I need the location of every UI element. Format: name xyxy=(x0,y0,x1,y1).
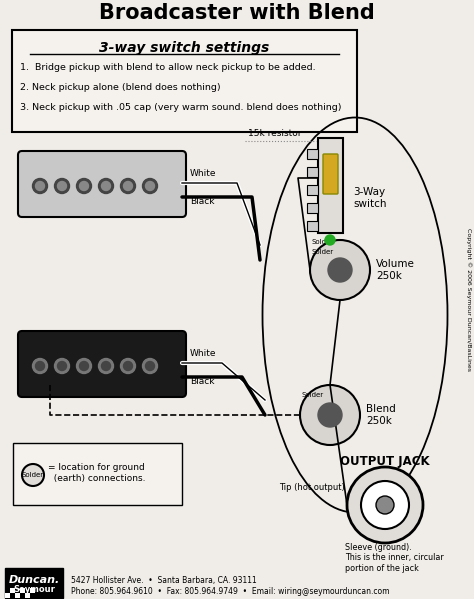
Text: Sleeve (ground).
This is the inner, circular
portion of the jack: Sleeve (ground). This is the inner, circ… xyxy=(345,543,444,573)
Circle shape xyxy=(143,179,157,193)
Text: 3-way switch settings: 3-way switch settings xyxy=(100,41,270,55)
Bar xyxy=(5,568,63,598)
Text: 15k resistor: 15k resistor xyxy=(248,129,301,138)
Text: Solder: Solder xyxy=(22,472,44,478)
Text: Black: Black xyxy=(190,377,215,386)
Bar xyxy=(307,203,318,213)
Text: Blend
250k: Blend 250k xyxy=(366,404,396,426)
Circle shape xyxy=(80,362,89,371)
Circle shape xyxy=(318,403,342,427)
Circle shape xyxy=(57,362,66,371)
Circle shape xyxy=(101,362,110,371)
Bar xyxy=(307,185,318,195)
Text: Copyright © 2006 Seymour Duncan/BasLines: Copyright © 2006 Seymour Duncan/BasLines xyxy=(466,228,472,371)
FancyBboxPatch shape xyxy=(12,30,357,132)
Text: 1.  Bridge pickup with blend to allow neck pickup to be added.: 1. Bridge pickup with blend to allow nec… xyxy=(20,63,316,72)
Circle shape xyxy=(22,464,44,486)
Circle shape xyxy=(36,181,45,190)
Circle shape xyxy=(143,358,157,374)
FancyBboxPatch shape xyxy=(323,154,338,194)
Circle shape xyxy=(361,481,409,529)
Circle shape xyxy=(120,179,136,193)
Text: Volume
250k: Volume 250k xyxy=(376,259,415,281)
Bar xyxy=(15,593,20,598)
Circle shape xyxy=(124,362,133,371)
Circle shape xyxy=(146,181,155,190)
Bar xyxy=(30,588,35,593)
Circle shape xyxy=(76,179,91,193)
Text: White: White xyxy=(190,169,217,178)
Bar xyxy=(307,221,318,231)
Bar xyxy=(307,167,318,177)
Circle shape xyxy=(33,179,47,193)
Bar xyxy=(10,588,15,593)
Circle shape xyxy=(120,358,136,374)
Text: 2. Neck pickup alone (blend does nothing): 2. Neck pickup alone (blend does nothing… xyxy=(20,83,220,92)
Circle shape xyxy=(55,179,70,193)
Bar xyxy=(318,138,343,233)
Text: White: White xyxy=(190,349,217,358)
Circle shape xyxy=(55,358,70,374)
Text: Seymour: Seymour xyxy=(13,585,55,594)
Circle shape xyxy=(33,358,47,374)
Circle shape xyxy=(328,258,352,282)
Circle shape xyxy=(300,385,360,445)
Text: = location for ground
  (earth) connections.: = location for ground (earth) connection… xyxy=(48,463,146,483)
Text: Solder: Solder xyxy=(312,249,334,255)
Bar xyxy=(307,149,318,159)
Text: Black: Black xyxy=(190,197,215,206)
Bar xyxy=(20,588,25,593)
Text: Broadcaster with Blend: Broadcaster with Blend xyxy=(99,3,375,23)
Circle shape xyxy=(57,181,66,190)
FancyBboxPatch shape xyxy=(18,151,186,217)
Circle shape xyxy=(347,467,423,543)
Bar xyxy=(25,593,30,598)
Text: OUTPUT JACK: OUTPUT JACK xyxy=(340,455,430,467)
Text: 3-Way
switch: 3-Way switch xyxy=(353,187,386,209)
Circle shape xyxy=(124,181,133,190)
Circle shape xyxy=(36,362,45,371)
FancyBboxPatch shape xyxy=(18,331,186,397)
FancyBboxPatch shape xyxy=(13,443,182,505)
Circle shape xyxy=(76,358,91,374)
Text: 3. Neck pickup with .05 cap (very warm sound. blend does nothing): 3. Neck pickup with .05 cap (very warm s… xyxy=(20,104,341,113)
Circle shape xyxy=(80,181,89,190)
Circle shape xyxy=(99,179,113,193)
Text: Solder: Solder xyxy=(302,392,324,398)
Bar xyxy=(5,593,10,598)
Circle shape xyxy=(99,358,113,374)
Circle shape xyxy=(325,235,335,245)
Circle shape xyxy=(376,496,394,514)
Circle shape xyxy=(146,362,155,371)
Circle shape xyxy=(101,181,110,190)
Text: Duncan.: Duncan. xyxy=(9,575,60,585)
Circle shape xyxy=(310,240,370,300)
Text: 5427 Hollister Ave.  •  Santa Barbara, CA. 93111
Phone: 805.964.9610  •  Fax: 80: 5427 Hollister Ave. • Santa Barbara, CA.… xyxy=(71,576,390,595)
Text: Solder: Solder xyxy=(312,239,334,245)
Text: Tip (hot output): Tip (hot output) xyxy=(279,483,345,492)
